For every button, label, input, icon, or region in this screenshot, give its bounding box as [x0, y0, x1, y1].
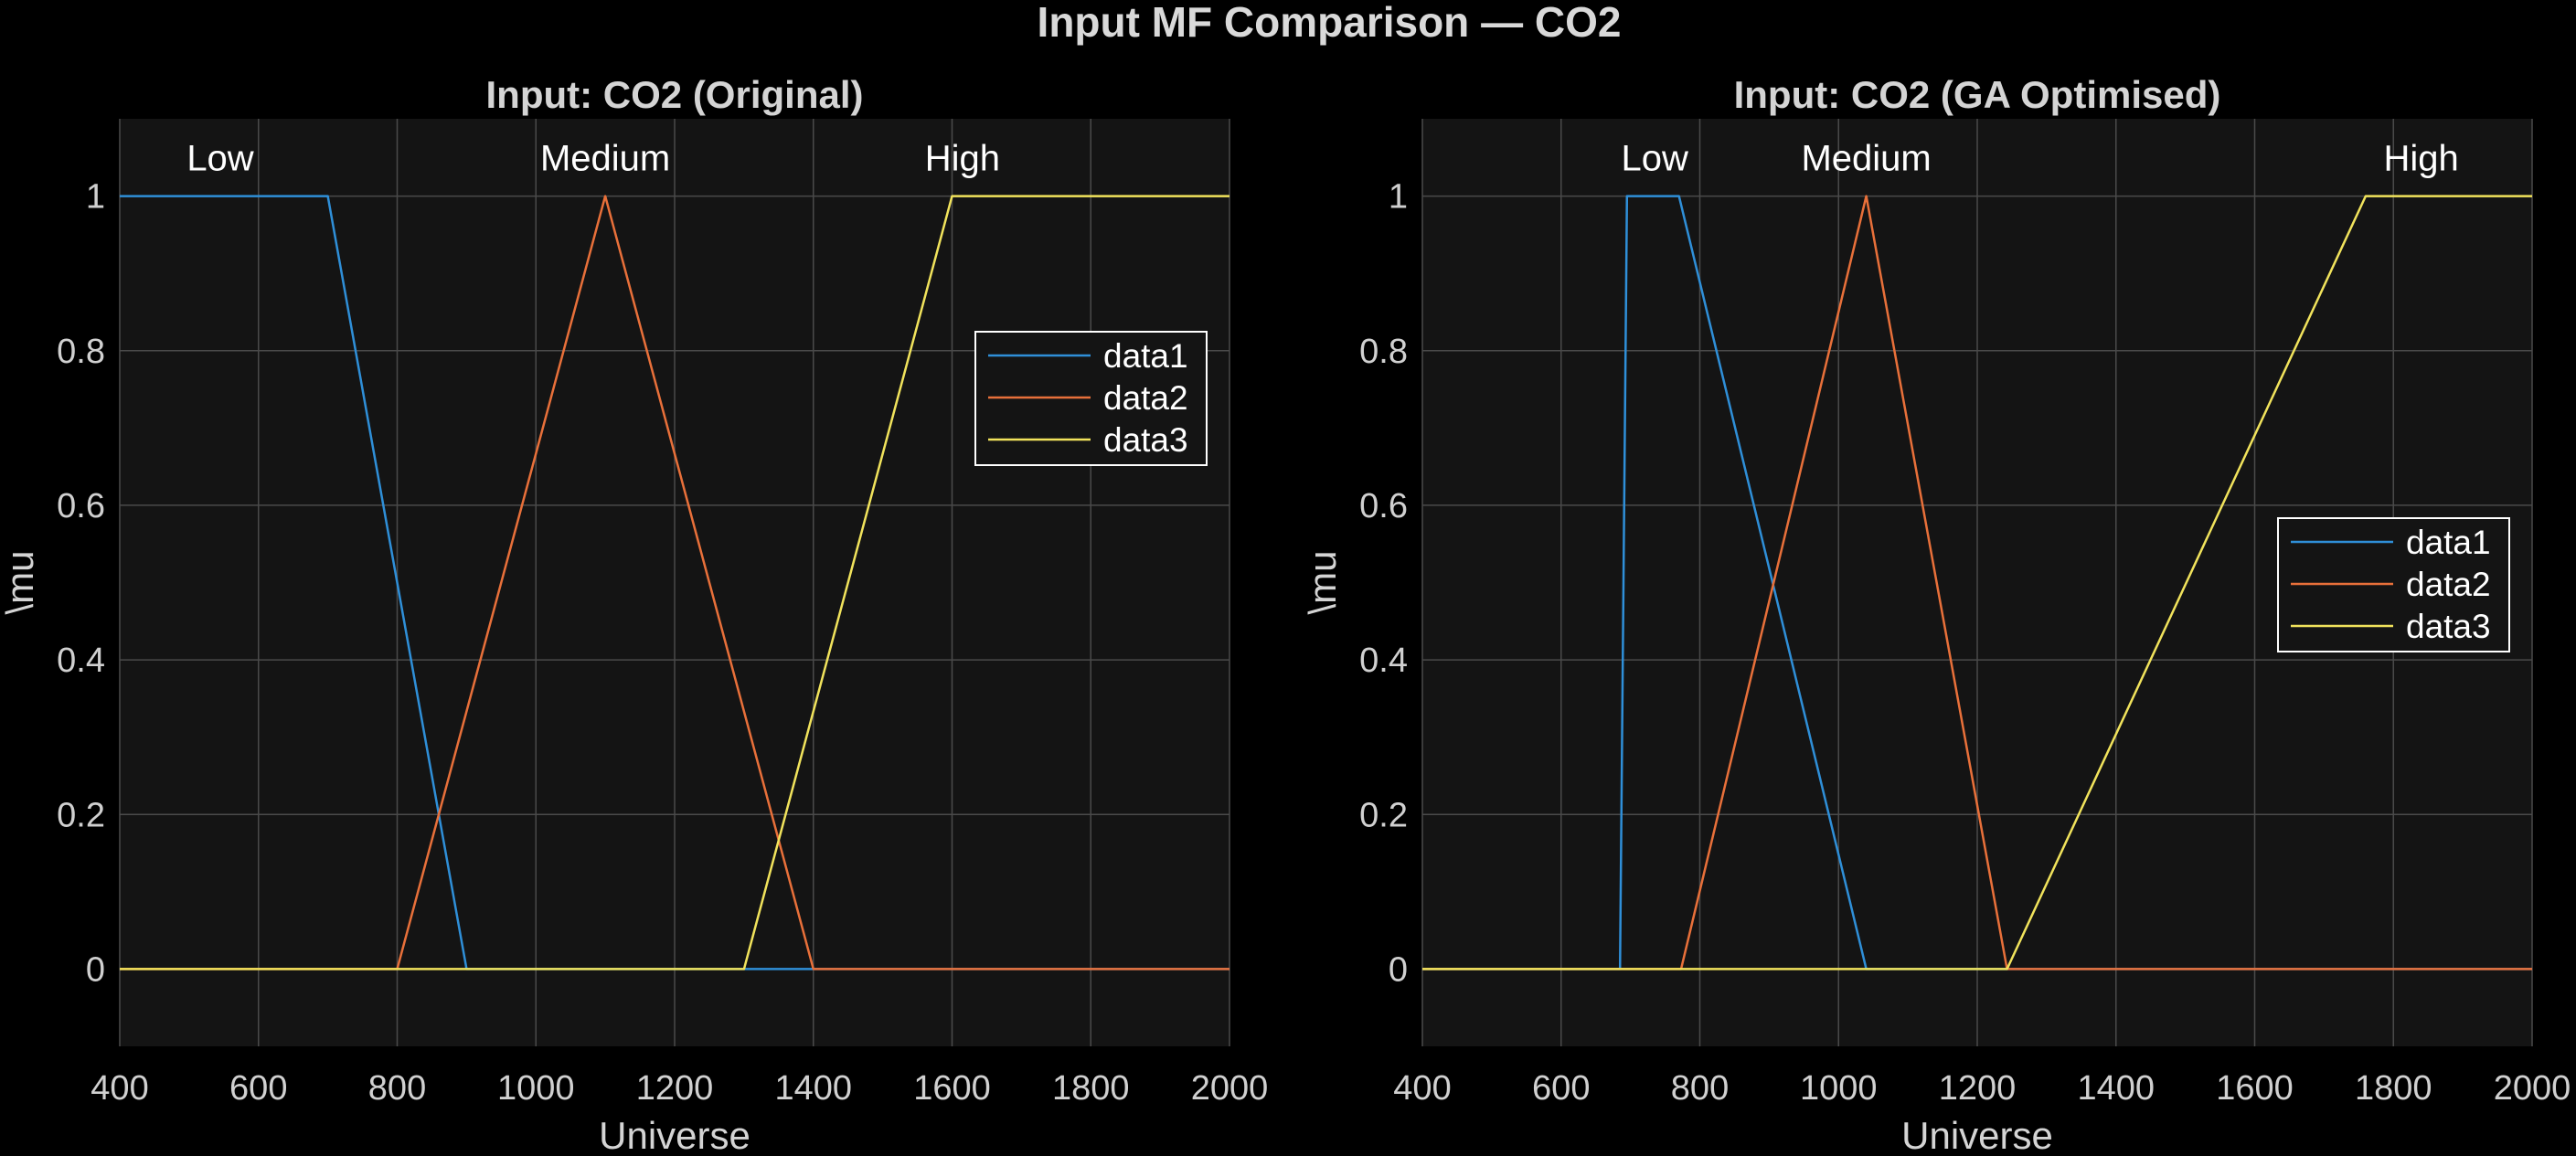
- annotation-label: Medium: [540, 138, 670, 178]
- axes-title: Input: CO2 (Original): [486, 73, 864, 116]
- y-axis-label: \mu: [0, 550, 41, 614]
- y-axis-label: \mu: [1301, 550, 1344, 614]
- y-tick-label: 0.8: [1359, 333, 1408, 371]
- x-tick-label: 1000: [497, 1069, 575, 1108]
- legend-label-data1: data1: [1103, 337, 1188, 375]
- legend-label-data3: data3: [2406, 608, 2491, 645]
- y-tick-label: 0.8: [57, 333, 105, 371]
- x-tick-label: 1400: [774, 1069, 852, 1108]
- y-tick-label: 0.6: [57, 487, 105, 525]
- annotation-label: Low: [186, 138, 253, 178]
- figure-title: Input MF Comparison — CO2: [1038, 0, 1622, 46]
- x-tick-label: 1800: [1052, 1069, 1130, 1108]
- annotation-label: High: [2383, 138, 2458, 178]
- x-tick-label: 1200: [636, 1069, 714, 1108]
- x-tick-label: 2000: [2494, 1069, 2571, 1108]
- axes-original: 400 600 800 1000 1200 1400 1600 1800 2000 0 0.2 0.4…: [0, 73, 1268, 1156]
- x-tick-label: 1000: [1800, 1069, 1878, 1108]
- x-tick-label: 600: [229, 1069, 287, 1108]
- annotation-label: Low: [1621, 138, 1687, 178]
- y-tick-label: 0.2: [1359, 796, 1408, 834]
- y-tick-label: 0: [86, 950, 105, 989]
- series-line-data3: [1422, 195, 2532, 970]
- x-tick-label: 1600: [913, 1069, 991, 1108]
- x-tick-label: 1800: [2355, 1069, 2432, 1108]
- x-tick-label: 1200: [1939, 1069, 2017, 1108]
- series-line-data3: [120, 195, 1229, 970]
- y-tick-label: 1: [1389, 178, 1408, 217]
- annotation-label: Medium: [1801, 138, 1931, 178]
- y-tick-label: 0.4: [1359, 642, 1408, 680]
- x-tick-label: 1400: [2077, 1069, 2155, 1108]
- legend-label-data2: data2: [1103, 379, 1188, 417]
- x-tick-label: 600: [1532, 1069, 1590, 1108]
- annotation-label: High: [925, 138, 1000, 178]
- y-tick-label: 0.6: [1359, 487, 1408, 525]
- y-tick-label: 1: [86, 178, 105, 217]
- x-tick-label: 400: [1393, 1069, 1451, 1108]
- x-tick-label: 800: [368, 1069, 426, 1108]
- y-tick-label: 0.2: [57, 796, 105, 834]
- axes-title: Input: CO2 (GA Optimised): [1734, 73, 2221, 116]
- legend-label-data2: data2: [2406, 566, 2491, 603]
- x-axis-label: Universe: [1901, 1114, 2053, 1156]
- y-tick-label: 0: [1389, 950, 1408, 989]
- axes-ga-optimised: 400 600 800 1000 1200 1400 1600 1800 2000 0 0.2 0.4…: [1301, 73, 2571, 1156]
- x-tick-label: 1600: [2216, 1069, 2294, 1108]
- x-axis-label: Universe: [599, 1114, 750, 1156]
- x-tick-label: 800: [1671, 1069, 1729, 1108]
- legend-label-data1: data1: [2406, 524, 2491, 561]
- x-tick-label: 400: [90, 1069, 148, 1108]
- x-tick-label: 2000: [1191, 1069, 1269, 1108]
- legend-label-data3: data3: [1103, 421, 1188, 459]
- y-tick-label: 0.4: [57, 642, 105, 680]
